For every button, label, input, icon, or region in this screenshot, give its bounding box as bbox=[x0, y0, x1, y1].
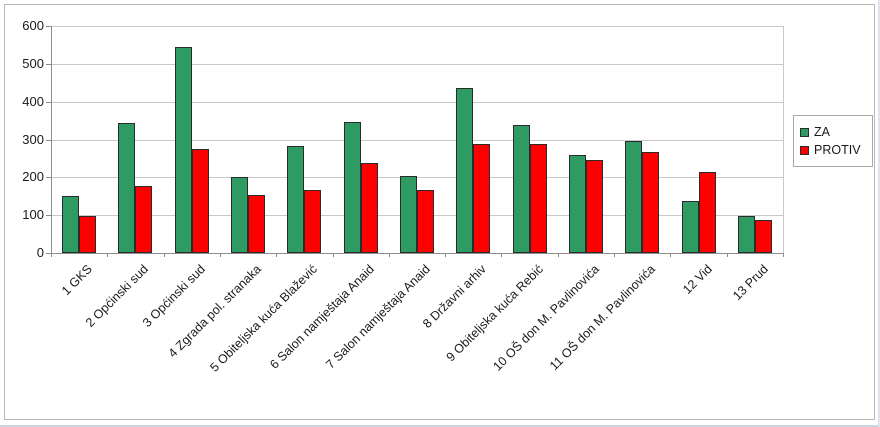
y-axis-tick-label: 400 bbox=[22, 93, 44, 109]
x-tick bbox=[219, 253, 221, 257]
legend-label-protiv: PROTIV bbox=[814, 142, 861, 157]
window-edge-right bbox=[878, 0, 880, 427]
gridline-500 bbox=[51, 63, 783, 65]
x-tick bbox=[726, 253, 728, 257]
y-axis-tick-label: 300 bbox=[22, 131, 44, 147]
bar-za-13 bbox=[737, 216, 755, 253]
bar-protiv-9 bbox=[529, 144, 547, 253]
bar-protiv-10 bbox=[585, 160, 603, 253]
y-tick-200 bbox=[46, 177, 51, 179]
gridline-600 bbox=[51, 26, 783, 27]
x-tick bbox=[670, 253, 672, 257]
x-axis-line bbox=[51, 253, 784, 254]
y-axis-tick-label: 0 bbox=[36, 245, 44, 260]
plot-right-border bbox=[783, 26, 784, 253]
y-tick-100 bbox=[46, 215, 51, 217]
legend-label-za: ZA bbox=[814, 124, 830, 139]
bar-za-6 bbox=[343, 121, 361, 253]
y-tick-0 bbox=[46, 253, 51, 254]
gridline-300 bbox=[51, 139, 783, 141]
bar-za-11 bbox=[625, 140, 643, 253]
bar-protiv-8 bbox=[473, 144, 491, 253]
bar-za-12 bbox=[681, 201, 699, 253]
y-axis-tick-label: 100 bbox=[22, 207, 44, 223]
bar-za-10 bbox=[568, 155, 586, 253]
bar-za-2 bbox=[118, 122, 136, 253]
bar-protiv-11 bbox=[642, 151, 660, 253]
y-tick-600 bbox=[46, 26, 51, 27]
y-axis-line bbox=[51, 26, 52, 253]
x-tick bbox=[51, 253, 52, 257]
chart-legend: ZA PROTIV bbox=[793, 115, 873, 167]
y-tick-500 bbox=[46, 63, 51, 65]
y-tick-400 bbox=[46, 101, 51, 103]
protiv-series-swatch-icon bbox=[800, 145, 809, 155]
bar-za-4 bbox=[231, 176, 249, 253]
bar-za-1 bbox=[62, 196, 80, 253]
bar-protiv-2 bbox=[135, 186, 153, 253]
x-tick bbox=[501, 253, 503, 257]
bar-protiv-4 bbox=[248, 195, 266, 253]
x-tick bbox=[332, 253, 334, 257]
za-series-swatch-icon bbox=[800, 127, 809, 137]
x-tick bbox=[388, 253, 390, 257]
gridline-200 bbox=[51, 177, 783, 179]
bar-za-3 bbox=[174, 46, 192, 253]
bar-za-9 bbox=[512, 124, 530, 253]
bar-za-5 bbox=[287, 146, 305, 253]
y-axis-tick-label: 600 bbox=[22, 18, 44, 33]
y-axis-tick-label: 200 bbox=[22, 169, 44, 185]
x-tick bbox=[783, 253, 784, 257]
x-tick bbox=[276, 253, 278, 257]
x-tick bbox=[557, 253, 559, 257]
bar-protiv-6 bbox=[360, 162, 378, 253]
bar-za-7 bbox=[400, 176, 417, 253]
x-tick bbox=[445, 253, 447, 257]
bar-protiv-5 bbox=[304, 190, 322, 253]
gridline-400 bbox=[51, 101, 783, 103]
legend-item-protiv: PROTIV bbox=[800, 142, 866, 158]
bar-protiv-1 bbox=[79, 216, 97, 253]
bar-za-8 bbox=[456, 87, 474, 253]
bar-protiv-12 bbox=[698, 172, 716, 253]
bar-protiv-13 bbox=[754, 220, 772, 253]
x-tick bbox=[163, 253, 165, 257]
bar-protiv-7 bbox=[417, 190, 434, 253]
y-axis-tick-label: 500 bbox=[22, 55, 44, 71]
x-tick bbox=[614, 253, 616, 257]
y-tick-300 bbox=[46, 139, 51, 141]
legend-item-za: ZA bbox=[800, 124, 866, 140]
x-tick bbox=[107, 253, 109, 257]
bar-protiv-3 bbox=[191, 148, 209, 253]
window-edge-bottom bbox=[0, 425, 880, 427]
